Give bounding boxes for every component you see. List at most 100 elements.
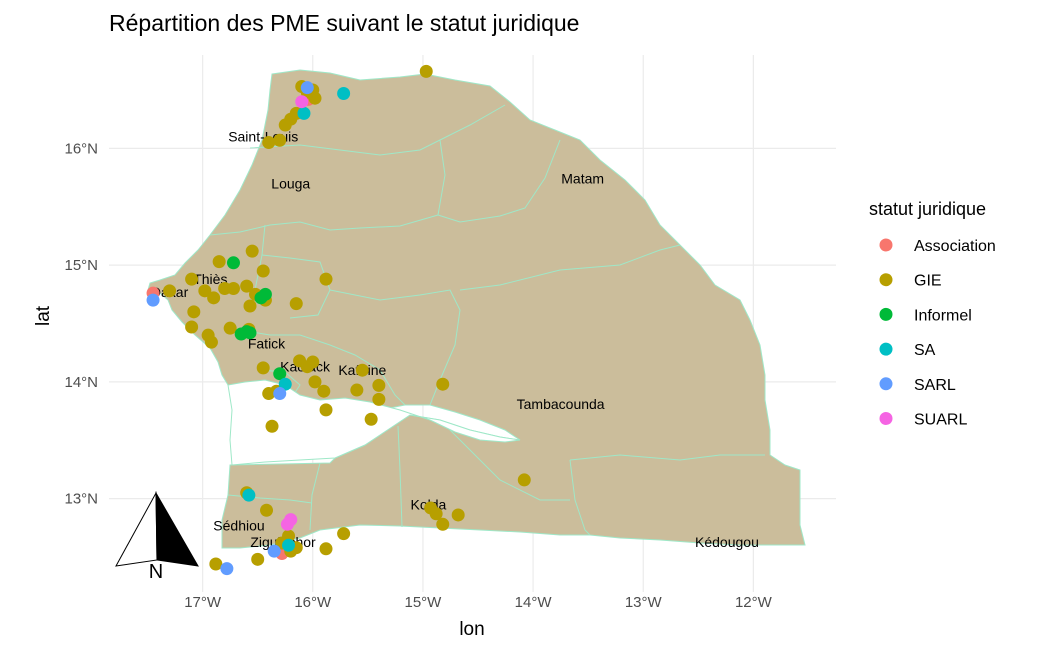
y-tick-label: 16°N bbox=[64, 140, 98, 157]
y-tick-label: 15°N bbox=[64, 257, 98, 274]
data-points bbox=[146, 64, 531, 576]
data-point-gie bbox=[209, 557, 223, 571]
border-kolda-east bbox=[397, 425, 403, 528]
data-point-gie bbox=[198, 284, 212, 298]
data-point-sarl bbox=[300, 81, 314, 95]
x-tick-label: 14°W bbox=[515, 594, 553, 611]
legend-label: GIE bbox=[914, 273, 942, 290]
legend-key bbox=[879, 238, 893, 252]
legend-label: Association bbox=[914, 238, 996, 255]
data-point-gie bbox=[517, 473, 531, 487]
senegal-land bbox=[147, 69, 806, 549]
region-label: Sédhiou bbox=[213, 517, 264, 533]
border-fatick-kaolack bbox=[239, 329, 406, 406]
data-point-gie bbox=[372, 378, 386, 392]
legend-key bbox=[879, 342, 893, 356]
data-point-gie bbox=[256, 361, 270, 375]
data-point-sa bbox=[282, 538, 296, 552]
y-tick-label: 14°N bbox=[64, 374, 98, 391]
border-kedougou-north bbox=[569, 454, 765, 461]
data-point-gie bbox=[207, 291, 221, 305]
border-louga-south bbox=[209, 214, 439, 236]
region-label: Kédougou bbox=[695, 534, 759, 550]
border-sedhiou-kolda bbox=[309, 462, 321, 531]
legend-label: SA bbox=[914, 342, 936, 359]
y-axis-ticks: 13°N 14°N 15°N 16°N bbox=[64, 140, 98, 507]
data-point-gie bbox=[350, 383, 364, 397]
data-point-informel bbox=[254, 291, 268, 305]
x-tick-label: 16°W bbox=[294, 594, 332, 611]
data-point-informel bbox=[240, 325, 254, 339]
data-point-gie bbox=[226, 281, 240, 295]
region-borders bbox=[209, 104, 765, 536]
data-point-gie bbox=[245, 244, 259, 258]
data-point-suarl bbox=[280, 517, 294, 531]
data-point-sarl bbox=[220, 562, 234, 576]
data-point-sarl bbox=[146, 293, 160, 307]
border-kolda-tamba bbox=[439, 419, 570, 501]
data-point-gie bbox=[240, 279, 254, 293]
data-point-gie bbox=[163, 284, 177, 298]
data-point-gie bbox=[429, 507, 443, 521]
data-point-sarl bbox=[267, 544, 281, 558]
data-point-gie bbox=[212, 255, 226, 269]
data-point-gie bbox=[355, 363, 369, 377]
legend-key bbox=[879, 377, 893, 391]
data-point-gie bbox=[260, 503, 274, 517]
chart-title: Répartition des PME suivant le statut ju… bbox=[109, 10, 579, 36]
data-point-gie bbox=[251, 552, 265, 566]
border-tamba-matam bbox=[459, 244, 681, 291]
legend: statut juridique Association GIE Informel S… bbox=[869, 199, 996, 429]
legend-key bbox=[879, 412, 893, 425]
data-point-gie bbox=[273, 133, 287, 147]
legend-label: Informel bbox=[914, 307, 972, 324]
legend-items: Association GIE Informel SA SARL SUARL bbox=[879, 238, 996, 429]
data-point-sa bbox=[242, 488, 256, 502]
y-axis-title: lat bbox=[33, 305, 54, 326]
region-label: Thiès bbox=[193, 271, 227, 287]
data-point-gie bbox=[243, 299, 257, 313]
north-arrow: N bbox=[115, 491, 199, 583]
x-tick-label: 13°W bbox=[625, 594, 663, 611]
data-point-informel bbox=[273, 367, 287, 381]
data-point-gie bbox=[204, 335, 218, 349]
north-arrow-right bbox=[155, 491, 199, 567]
region-label: Matam bbox=[561, 171, 604, 187]
legend-title: statut juridique bbox=[869, 199, 986, 219]
data-point-gie bbox=[436, 377, 450, 391]
data-point-gie bbox=[319, 403, 333, 417]
legend-label: SUARL bbox=[914, 412, 967, 429]
legend-key bbox=[879, 273, 893, 287]
data-point-suarl bbox=[295, 95, 309, 109]
data-point-gie bbox=[265, 419, 279, 433]
data-point-gie bbox=[317, 384, 331, 398]
data-point-gie bbox=[419, 64, 433, 78]
data-point-gie bbox=[372, 392, 386, 406]
data-point-gie bbox=[185, 320, 199, 334]
border-kaffrine-tamba bbox=[329, 289, 461, 406]
data-point-sa bbox=[297, 106, 311, 120]
border-kedougou bbox=[569, 459, 591, 536]
data-point-gie bbox=[451, 508, 465, 522]
data-point-gie bbox=[436, 517, 450, 531]
north-arrow-left bbox=[115, 491, 158, 567]
region-label: Louga bbox=[271, 175, 310, 191]
data-point-informel bbox=[226, 256, 240, 270]
data-point-gie bbox=[187, 305, 201, 319]
border-saintlouis-louga bbox=[249, 104, 506, 156]
data-point-sa bbox=[337, 87, 351, 101]
data-point-gie bbox=[300, 360, 314, 374]
region-label: Tambacounda bbox=[517, 396, 605, 412]
data-point-sarl bbox=[273, 387, 287, 401]
data-point-gie bbox=[319, 542, 333, 556]
region-label: Fatick bbox=[248, 335, 286, 351]
data-point-gie bbox=[223, 321, 237, 335]
legend-key bbox=[879, 307, 893, 321]
data-point-gie bbox=[364, 412, 378, 426]
data-point-gie bbox=[308, 375, 322, 389]
data-point-gie bbox=[256, 264, 270, 278]
data-point-gie bbox=[289, 297, 303, 311]
x-tick-label: 17°W bbox=[184, 594, 222, 611]
